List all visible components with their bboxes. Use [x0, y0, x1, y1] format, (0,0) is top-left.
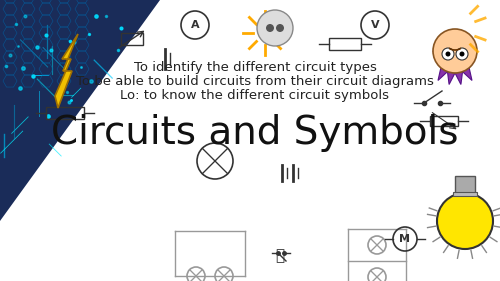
Polygon shape — [0, 0, 160, 221]
Bar — [430, 116, 458, 126]
Circle shape — [276, 24, 284, 32]
Polygon shape — [433, 51, 477, 85]
Text: A: A — [190, 20, 200, 30]
Text: ⤩: ⤩ — [276, 248, 284, 264]
Text: Circuits and Symbols: Circuits and Symbols — [52, 114, 459, 152]
Polygon shape — [55, 34, 78, 108]
Circle shape — [257, 10, 293, 46]
Bar — [329, 38, 361, 50]
Circle shape — [433, 29, 477, 73]
Circle shape — [456, 48, 468, 60]
Text: V: V — [370, 20, 380, 30]
Bar — [453, 192, 477, 196]
Circle shape — [266, 24, 274, 32]
Circle shape — [437, 193, 493, 249]
Text: To be able to build circuits from their circuit diagrams: To be able to build circuits from their … — [76, 74, 434, 87]
Text: Lo: to know the different circuit symbols: Lo: to know the different circuit symbol… — [120, 89, 390, 101]
Text: To identify the different circuit types: To identify the different circuit types — [134, 60, 376, 74]
Bar — [46, 107, 84, 119]
Bar — [455, 176, 475, 194]
Circle shape — [446, 51, 450, 56]
Bar — [121, 33, 143, 45]
Text: M: M — [400, 234, 410, 244]
Circle shape — [442, 48, 454, 60]
Circle shape — [460, 51, 464, 56]
